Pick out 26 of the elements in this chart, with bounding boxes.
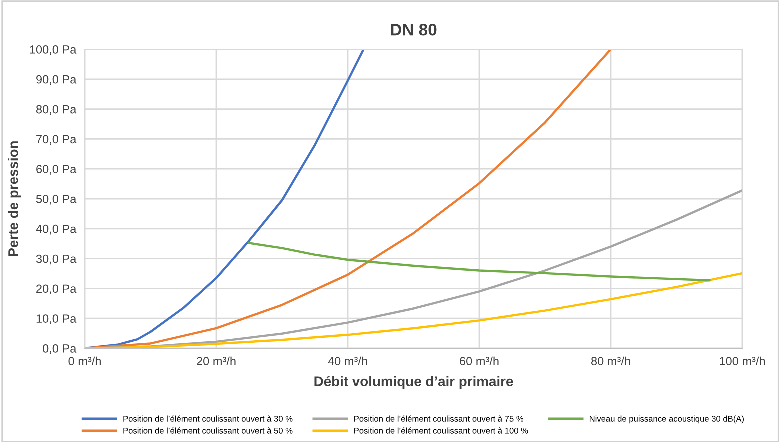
y-tick-label: 70,0 Pa — [36, 135, 77, 145]
y-axis-title: Perte de pression — [8, 142, 22, 256]
x-tick-label: 0 m³/h — [68, 356, 101, 366]
y-tick-label: 100,0 Pa — [30, 46, 77, 56]
line-series — [248, 242, 711, 282]
x-tick-label: 100 m³/h — [720, 356, 766, 366]
chart-title: DN 80 — [391, 24, 437, 36]
y-tick-label: 50,0 Pa — [36, 195, 77, 205]
y-tick-label: 20,0 Pa — [36, 284, 77, 294]
legend-label: Position de l’élément coulissant ouvert à 100 % — [354, 428, 528, 434]
y-tick-label: 0,0 Pa — [43, 344, 77, 354]
x-tick-label: 80 m³/h — [592, 356, 630, 366]
legend-label: Position de l’élément coulissant ouvert à 75 % — [354, 416, 524, 422]
legend-label: Position de l’élément coulissant ouvert à 30 % — [124, 416, 293, 422]
y-tick-label: 60,0 Pa — [36, 165, 77, 175]
y-tick-label: 40,0 Pa — [36, 224, 77, 235]
legend-label: Niveau de puissance acoustique 30 dB(A) — [590, 416, 744, 424]
x-tick-label: 20 m³/h — [197, 356, 236, 366]
y-tick-label: 80,0 Pa — [36, 105, 77, 116]
x-tick-label: 40 m³/h — [328, 356, 368, 366]
y-tick-label: 10,0 Pa — [36, 314, 77, 324]
y-tick-label: 90,0 Pa — [36, 75, 77, 86]
x-axis-title: Débit volumique d’air primaire — [314, 376, 514, 390]
legend-label: Position de l’élément coulissant ouvert à 50 % — [124, 428, 293, 434]
y-tick-label: 30,0 Pa — [36, 254, 77, 265]
x-tick-label: 60 m³/h — [460, 356, 499, 366]
